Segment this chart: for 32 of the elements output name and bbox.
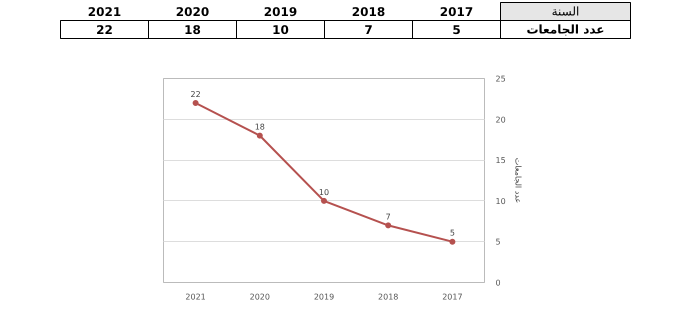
point	[192, 100, 199, 106]
x-tick-label: 2021	[88, 5, 122, 19]
data-label: 5	[450, 228, 455, 238]
y-tick-label: 25	[496, 74, 506, 84]
x-tick-label: 2018	[352, 5, 386, 19]
x-tick-label: 2020	[176, 5, 210, 19]
y-tick-label: 10	[496, 196, 506, 206]
x-tick-label: 2017	[442, 292, 463, 302]
y-tick-label: 0	[496, 278, 501, 288]
point	[385, 222, 392, 228]
y-tick-label: 15	[496, 156, 506, 166]
point	[256, 132, 263, 139]
data-label: 7	[364, 23, 373, 37]
x-tick-label: 2020	[250, 292, 270, 302]
x-tick-label: 2019	[264, 5, 298, 19]
data-label: 10	[318, 188, 330, 197]
x-tick-label: 2018	[378, 292, 398, 302]
y-tick-label: 20	[496, 115, 506, 124]
data-label: 22	[190, 90, 201, 99]
point	[321, 198, 327, 204]
data-label: 18	[254, 122, 265, 132]
point	[449, 238, 456, 245]
x-tick-label: 2021	[185, 292, 206, 302]
x-tick-label: 2019	[314, 292, 334, 302]
data-label: 18	[184, 23, 201, 37]
data-label: 5	[452, 23, 461, 37]
x-tick-label: 2017	[440, 5, 474, 19]
x-axis-title: السنة	[552, 4, 580, 18]
data-label: 10	[272, 23, 289, 37]
data-label: 7	[386, 212, 391, 222]
data-label: 22	[96, 23, 113, 37]
y-tick-label: 5	[496, 238, 501, 247]
